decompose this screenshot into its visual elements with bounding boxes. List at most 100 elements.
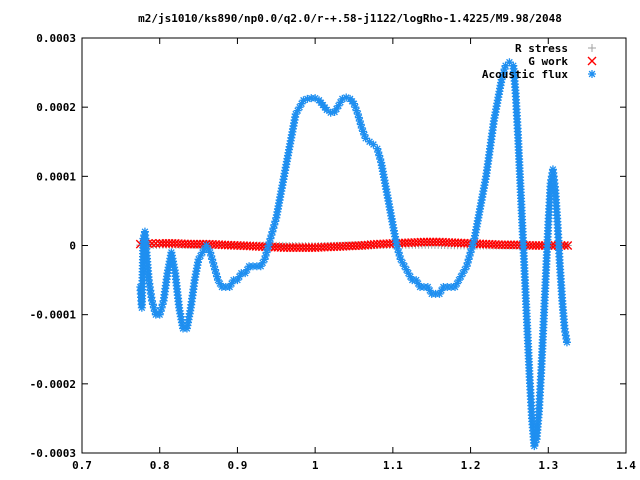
data-point (353, 110, 362, 119)
data-point (462, 262, 471, 271)
data-point (497, 75, 506, 84)
data-point (588, 70, 596, 78)
data-point (158, 300, 167, 309)
data-point (204, 244, 213, 253)
data-point (261, 251, 270, 260)
data-point (266, 234, 275, 243)
data-point (150, 307, 159, 316)
data-point (469, 238, 478, 247)
data-point (212, 269, 221, 278)
data-point (211, 265, 220, 274)
data-point (262, 248, 271, 257)
data-point (374, 148, 383, 157)
y-tick-label: -0.0001 (30, 309, 77, 322)
data-point (256, 262, 265, 271)
data-point (350, 99, 358, 108)
data-point (209, 258, 218, 267)
data-point (562, 338, 571, 347)
data-point (392, 241, 401, 250)
data-point (465, 251, 474, 260)
data-point (227, 279, 236, 288)
data-point (460, 265, 469, 274)
x-tick-label: 0.9 (227, 459, 247, 472)
data-point (458, 269, 467, 278)
data-point (326, 108, 335, 117)
x-tick-label: 1 (312, 459, 319, 472)
legend: R stress G work Acoustic flux (482, 42, 597, 81)
data-point (194, 255, 203, 264)
y-tick-label: -0.0002 (30, 378, 76, 391)
data-point (157, 303, 166, 312)
data-point (394, 248, 403, 257)
data-point (263, 244, 272, 253)
data-point (264, 241, 273, 250)
data-point (396, 255, 405, 264)
data-point (235, 272, 244, 281)
data-point (269, 224, 278, 233)
data-point (365, 137, 374, 146)
data-point (151, 238, 161, 248)
data-point (466, 248, 475, 257)
data-point (361, 134, 370, 143)
data-point (196, 251, 205, 260)
data-point (299, 96, 308, 105)
data-point (332, 104, 341, 113)
data-point (451, 283, 460, 291)
data-point (156, 307, 165, 316)
y-tick-label: 0.0002 (36, 101, 76, 114)
data-point (214, 276, 222, 285)
data-point (498, 72, 507, 81)
x-tick-label: 1.1 (383, 459, 403, 472)
data-point (311, 94, 320, 103)
data-point (260, 255, 269, 264)
data-point (414, 279, 423, 288)
data-point (155, 310, 164, 319)
data-point (342, 93, 351, 102)
data-point (198, 248, 207, 257)
data-point (356, 120, 365, 129)
data-point (357, 123, 366, 132)
data-point (456, 272, 465, 281)
data-point (500, 65, 509, 74)
series-acoustic-flux (136, 58, 571, 451)
data-point (354, 113, 363, 122)
data-point (452, 279, 461, 288)
data-point (295, 103, 304, 112)
series-layer (135, 58, 573, 451)
data-point (207, 251, 216, 260)
data-point (402, 265, 411, 274)
data-point (360, 130, 369, 139)
data-point (215, 279, 224, 288)
data-point (147, 296, 156, 305)
data-point (338, 94, 347, 103)
x-tick-label: 1.3 (538, 459, 558, 472)
data-point (376, 155, 385, 164)
data-point (467, 244, 476, 253)
data-point (225, 283, 234, 291)
data-point (322, 105, 331, 114)
data-point (268, 227, 277, 236)
data-point (588, 44, 596, 52)
data-point (373, 144, 382, 153)
data-point (369, 140, 378, 149)
data-point (505, 58, 514, 67)
data-point (563, 241, 573, 250)
x-tick-label: 0.8 (150, 459, 170, 472)
data-point (233, 276, 242, 285)
data-point (355, 117, 364, 125)
data-point (501, 61, 510, 70)
data-point (206, 248, 215, 257)
y-tick-label: 0 (69, 240, 76, 253)
data-point (531, 438, 540, 447)
data-point (213, 272, 222, 281)
data-point (425, 286, 434, 295)
data-point (149, 303, 158, 312)
chart-title: m2/js1010/ks890/np0.0/q2.0/r-+.58-j1122/… (138, 12, 562, 25)
data-point (208, 255, 217, 264)
y-tick-label: 0.0001 (36, 170, 76, 183)
legend-label-r-stress: R stress (515, 42, 568, 55)
legend-label-g-work: G work (528, 55, 568, 68)
data-point (258, 258, 267, 267)
data-point (463, 258, 472, 267)
data-point (530, 442, 539, 451)
